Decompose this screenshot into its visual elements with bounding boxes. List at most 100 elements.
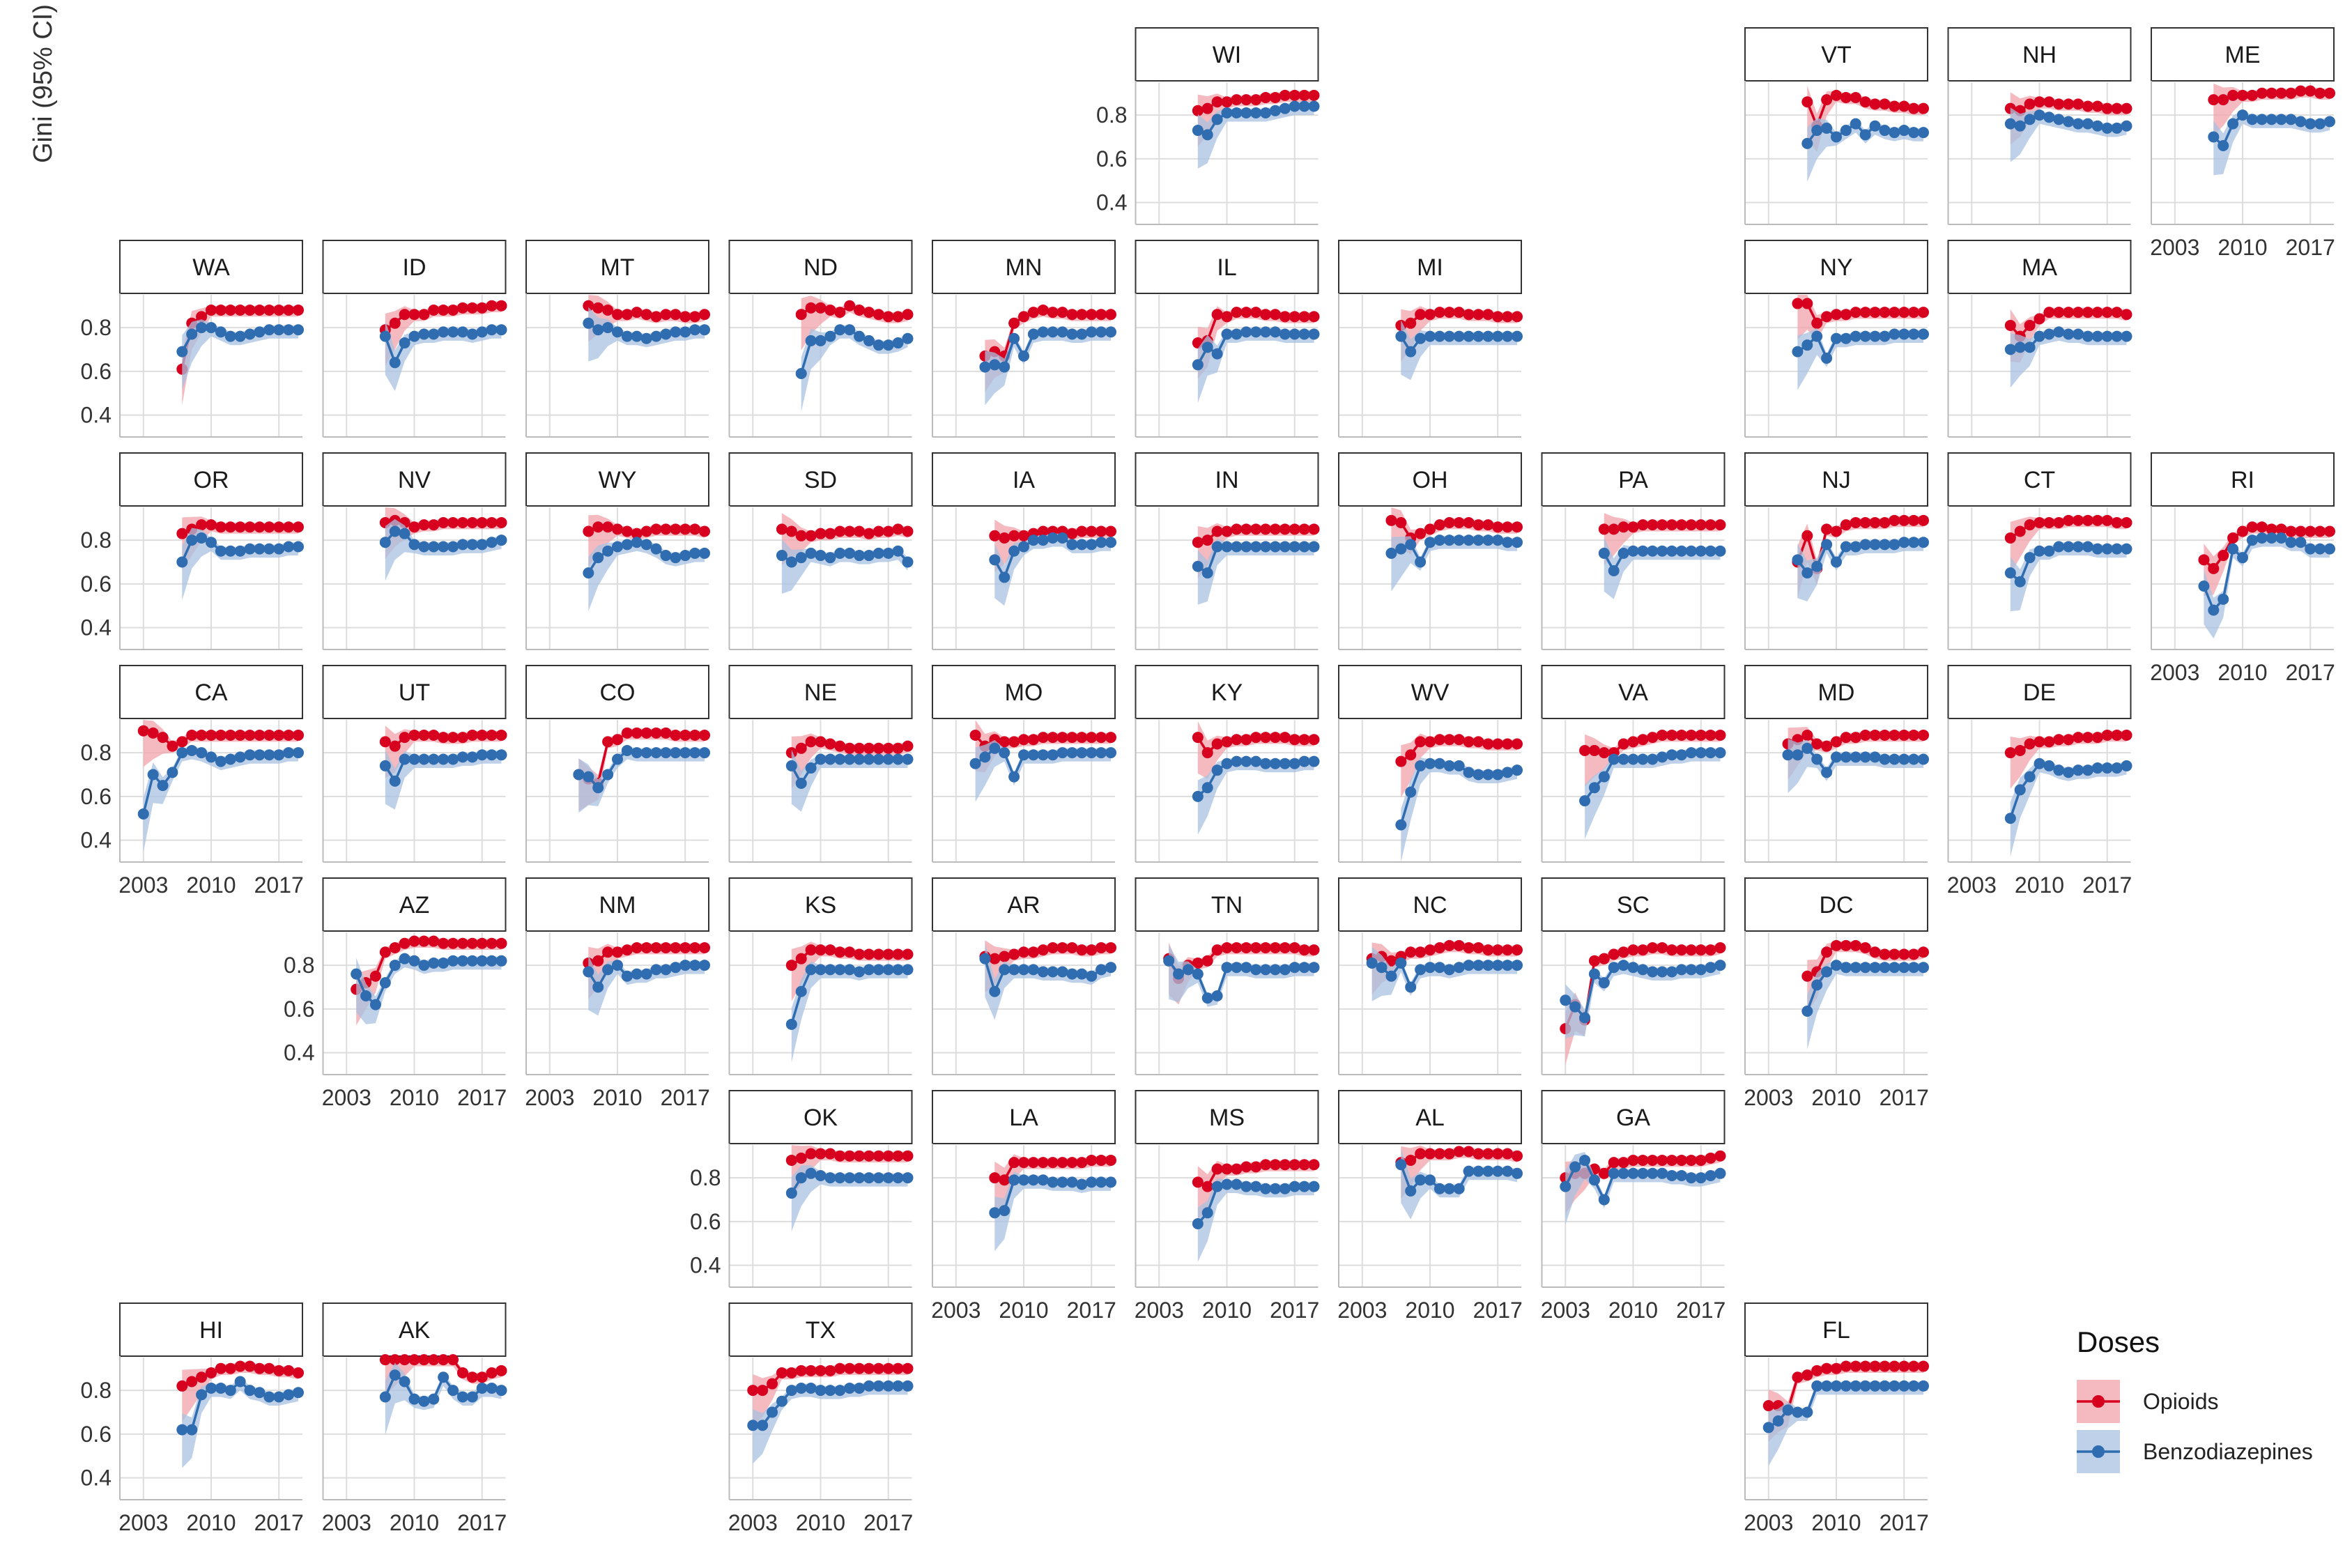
- point-bz-GA-2018: [1705, 1169, 1716, 1181]
- point-op-TN-2008: [1201, 955, 1213, 967]
- point-op-AL-2015: [1473, 1148, 1484, 1160]
- point-bz-TX-2005: [767, 1406, 778, 1418]
- point-bz-NH-2007: [2004, 118, 2016, 130]
- point-op-TX-2014: [854, 1362, 866, 1374]
- point-bz-NE-2017: [882, 753, 894, 765]
- panel-NH: NH: [1947, 27, 2132, 225]
- point-bz-ID-2012: [428, 328, 440, 340]
- x-tick-label: 2017: [1880, 1085, 1929, 1110]
- strip-MD: [1744, 665, 1928, 719]
- point-bz-CO-2018: [689, 747, 701, 759]
- x-tick-label: 2017: [254, 873, 304, 898]
- point-bz-NC-2006: [1385, 970, 1397, 982]
- point-op-IN-2007: [1192, 537, 1204, 548]
- point-bz-ND-2019: [902, 332, 914, 344]
- point-op-SC-2018: [1705, 944, 1716, 956]
- point-bz-NV-2019: [495, 535, 507, 546]
- point-op-ND-2017: [882, 311, 894, 323]
- point-bz-NH-2019: [2121, 120, 2132, 132]
- point-bz-RI-2008: [2218, 593, 2229, 605]
- point-op-MA-2017: [2101, 307, 2113, 318]
- strip-label-RI: RI: [2231, 467, 2254, 493]
- point-op-AR-2012: [1037, 944, 1049, 956]
- x-tick-label: 2010: [390, 1510, 439, 1535]
- point-op-TX-2006: [776, 1367, 787, 1378]
- panel-NY: NY: [1744, 240, 1929, 438]
- point-op-UT-2009: [399, 732, 410, 744]
- point-bz-PA-2009: [1617, 547, 1629, 559]
- strip-label-GA: GA: [1616, 1105, 1650, 1131]
- y-tick-label: 0.6: [81, 784, 112, 809]
- y-axis-label: Gini (95% CI): [29, 4, 58, 163]
- point-op-GA-2011: [1637, 1154, 1649, 1166]
- point-op-NJ-2013: [1859, 516, 1871, 528]
- point-bz-ID-2011: [418, 328, 430, 340]
- strip-CA: [119, 665, 303, 719]
- point-op-IL-2010: [1221, 311, 1233, 323]
- point-op-MA-2010: [2034, 313, 2045, 325]
- point-op-MN-2013: [1047, 307, 1059, 318]
- panel-grid-NJ: [1744, 506, 1928, 650]
- panel-WA: WA0.40.60.8: [81, 240, 304, 438]
- point-op-ND-2019: [902, 309, 914, 321]
- point-bz-WA-2011: [215, 326, 226, 338]
- point-op-VT-2019: [1918, 102, 1929, 114]
- point-bz-DC-2015: [1879, 962, 1891, 974]
- point-bz-IA-2017: [1086, 539, 1098, 551]
- point-op-SD-2008: [795, 530, 807, 541]
- point-bz-KS-2011: [824, 964, 836, 976]
- point-bz-KS-2016: [873, 964, 884, 976]
- point-bz-ID-2017: [476, 326, 488, 338]
- panel-grid-PA: [1541, 506, 1725, 650]
- point-op-NV-2019: [495, 516, 507, 528]
- point-op-UT-2007: [379, 736, 391, 748]
- point-op-MT-2010: [612, 309, 623, 321]
- point-bz-WV-2008: [1405, 786, 1417, 798]
- point-op-TX-2005: [767, 1378, 778, 1390]
- point-op-VT-2017: [1898, 100, 1910, 112]
- point-bz-NE-2016: [873, 753, 884, 765]
- point-op-WY-2012: [631, 528, 643, 539]
- point-op-SD-2015: [863, 528, 875, 539]
- panel-OH: OH: [1338, 452, 1523, 650]
- point-op-MN-2009: [1008, 317, 1020, 329]
- point-bz-WV-2013: [1453, 760, 1465, 771]
- point-bz-VA-2013: [1657, 751, 1668, 763]
- point-bz-FL-2013: [1859, 1380, 1871, 1392]
- point-bz-NV-2013: [438, 541, 449, 553]
- point-bz-VT-2008: [1811, 125, 1823, 137]
- point-bz-MT-2013: [640, 332, 652, 344]
- point-bz-TX-2009: [805, 1382, 817, 1394]
- strip-label-NV: NV: [398, 467, 431, 493]
- point-bz-NJ-2013: [1859, 539, 1871, 551]
- panel-OK: OK0.40.60.8: [690, 1090, 914, 1288]
- point-op-KS-2009: [805, 944, 817, 956]
- ci-band-bz-FL: [1768, 1381, 1923, 1466]
- point-op-WY-2018: [689, 523, 701, 535]
- point-op-AL-2013: [1453, 1146, 1465, 1158]
- point-op-AL-2008: [1405, 1154, 1417, 1166]
- point-bz-FL-2017: [1898, 1380, 1910, 1392]
- point-bz-CO-2013: [640, 747, 652, 759]
- point-op-NJ-2007: [1801, 530, 1813, 541]
- point-op-NV-2013: [438, 516, 449, 528]
- point-op-RI-2018: [2314, 525, 2326, 537]
- panel-ND: ND: [728, 240, 914, 438]
- point-op-MS-2016: [1279, 1159, 1291, 1171]
- point-bz-TX-2013: [844, 1382, 856, 1394]
- point-bz-SD-2019: [902, 556, 914, 568]
- ci-band-bz-CT: [2010, 542, 2127, 612]
- point-op-WA-2015: [254, 304, 266, 316]
- point-bz-ID-2009: [399, 337, 410, 349]
- point-bz-TX-2018: [892, 1380, 904, 1392]
- point-bz-RI-2006: [2198, 580, 2210, 592]
- point-bz-GA-2010: [1627, 1167, 1639, 1179]
- point-op-IL-2018: [1298, 311, 1310, 323]
- point-bz-LA-2008: [999, 1205, 1010, 1217]
- point-bz-AZ-2013: [438, 957, 449, 969]
- point-op-SC-2014: [1666, 944, 1678, 956]
- point-op-TN-2013: [1250, 941, 1262, 953]
- point-bz-MN-2008: [999, 361, 1010, 373]
- point-op-TN-2007: [1192, 957, 1204, 969]
- point-op-HI-2013: [234, 1360, 246, 1372]
